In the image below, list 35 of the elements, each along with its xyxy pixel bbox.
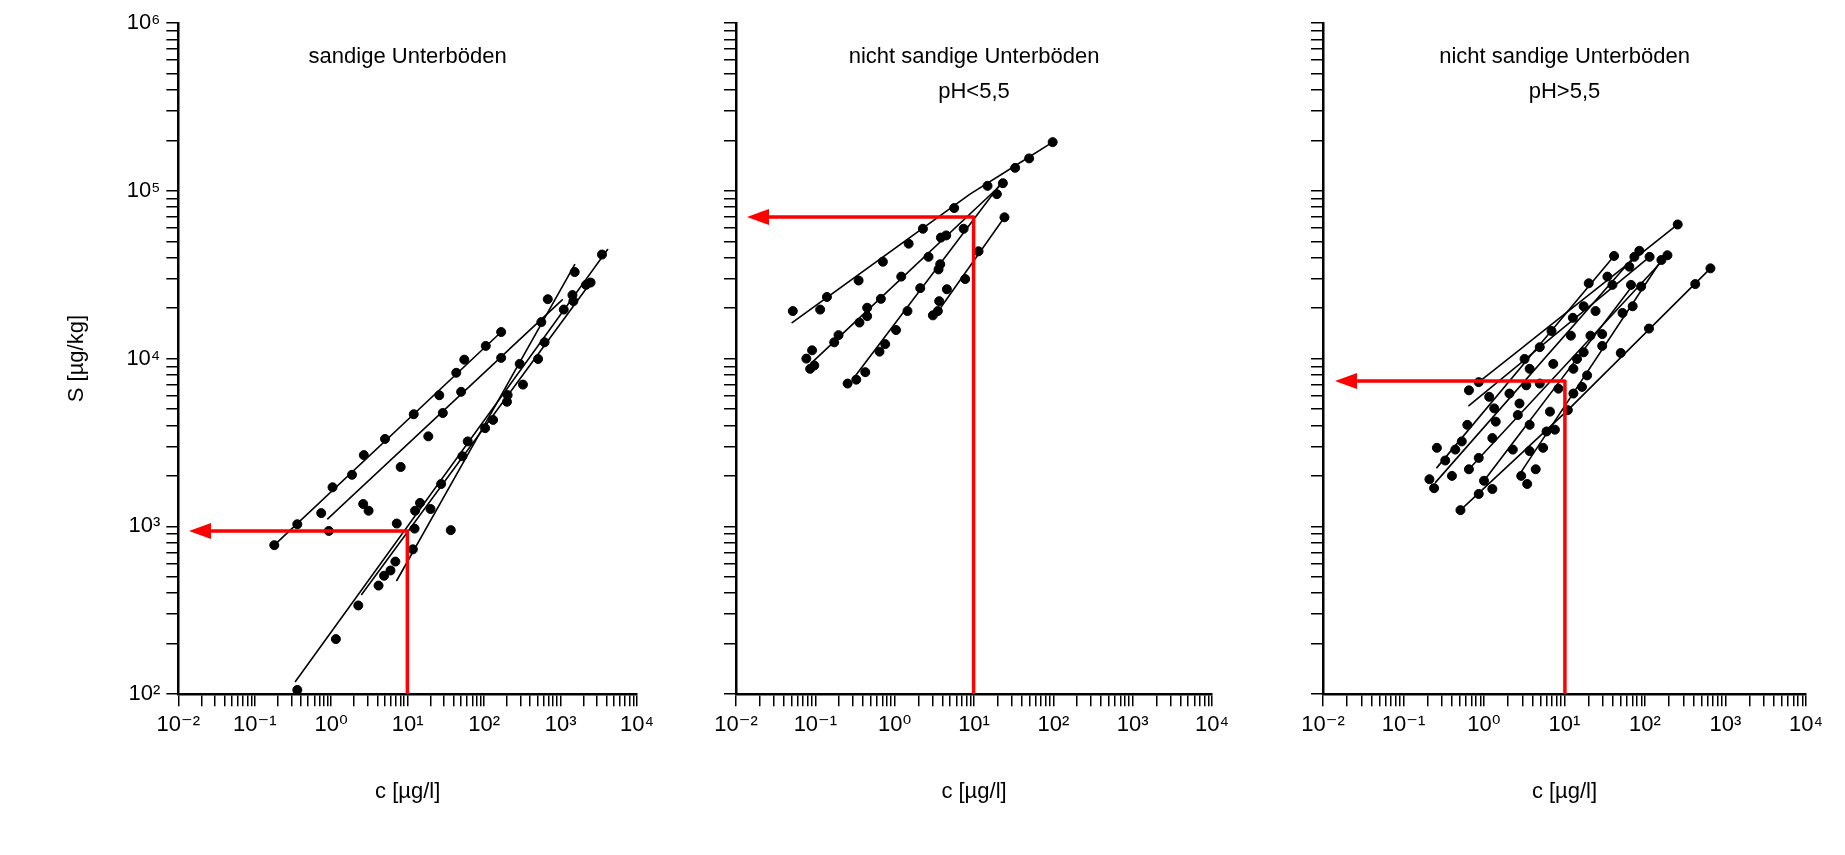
y-axis-title: S [µg/kg] xyxy=(63,314,89,403)
text: pH>5,5 xyxy=(1528,78,1601,103)
y-tick-label: 10² xyxy=(128,680,161,706)
x-tick-label: 10¹ xyxy=(391,711,424,737)
x-tick-label: 10³ xyxy=(1709,711,1742,737)
x-tick-label: 10³ xyxy=(544,711,577,737)
x-tick-label: 10⁻² xyxy=(1301,711,1345,737)
y-tick-label: 10⁶ xyxy=(126,9,161,35)
y-tick-label: 10⁵ xyxy=(126,176,161,202)
x-tick-label: 10⁰ xyxy=(878,711,912,737)
text: nicht sandige Unterböden xyxy=(1439,43,1690,68)
x-tick-label: 10⁻¹ xyxy=(233,711,277,737)
x-tick-label: 10⁻² xyxy=(156,711,201,737)
x-tick-label: 10² xyxy=(468,711,501,737)
x-tick-label: 10⁰ xyxy=(1467,711,1501,737)
x-tick-label: 10⁻¹ xyxy=(1381,711,1426,737)
x-tick-label: 10² xyxy=(1629,711,1661,737)
x-axis-title: c [µg/l] xyxy=(1531,777,1598,803)
y-tick-label: 10³ xyxy=(128,512,161,538)
text: sandige Unterböden xyxy=(308,43,507,68)
text: nicht sandige Unterböden xyxy=(848,43,1100,68)
text: pH<5,5 xyxy=(938,78,1010,103)
x-tick-label: 10¹ xyxy=(1548,711,1581,737)
x-tick-label: 10⁴ xyxy=(1195,711,1230,737)
x-tick-label: 10² xyxy=(1037,711,1070,737)
x-axis-title: c [µg/l] xyxy=(375,777,441,803)
y-tick-label: 10⁴ xyxy=(126,344,161,370)
x-tick-label: 10⁴ xyxy=(620,711,655,737)
x-axis-title: c [µg/l] xyxy=(941,777,1007,803)
x-tick-label: 10⁰ xyxy=(314,711,349,737)
x-tick-label: 10⁻² xyxy=(714,711,758,737)
x-tick-label: 10⁴ xyxy=(1789,711,1823,737)
x-tick-label: 10³ xyxy=(1116,711,1149,737)
x-tick-label: 10⁻¹ xyxy=(793,711,838,737)
x-tick-label: 10¹ xyxy=(958,711,990,737)
